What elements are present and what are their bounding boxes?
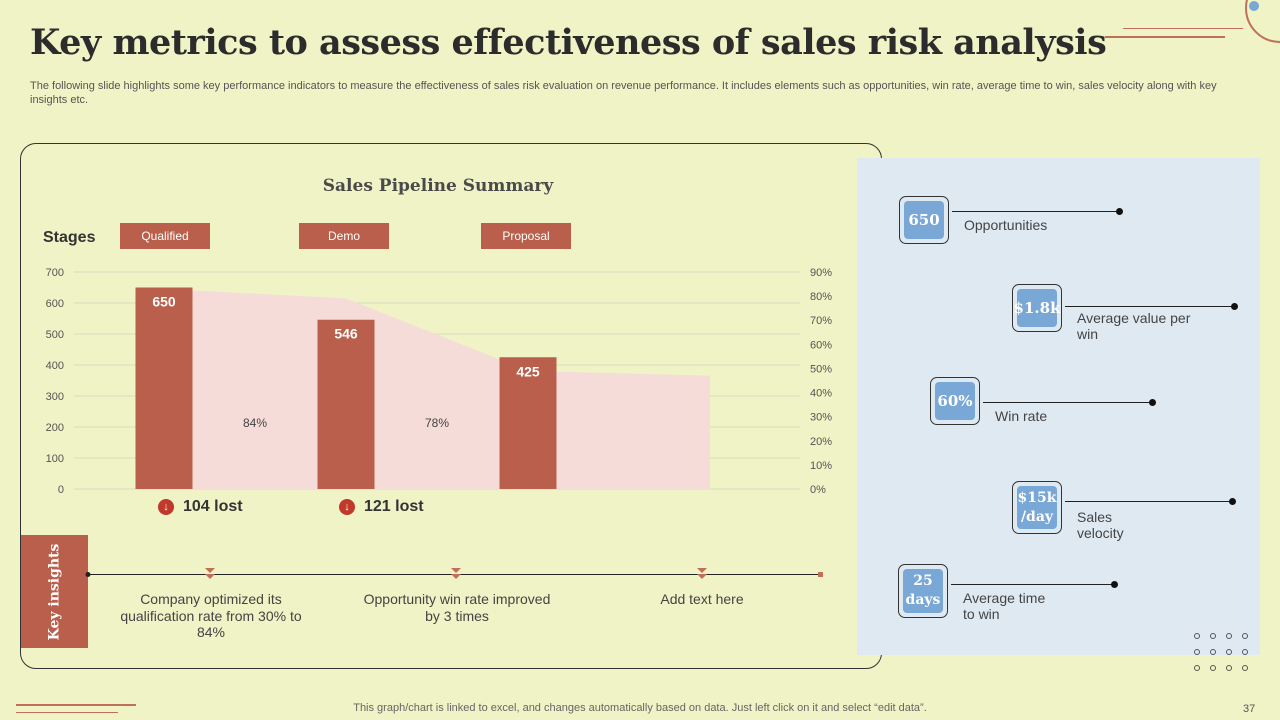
pipeline-chart: 0 100 200 300 400 500 600 700 0% 10% 20% 30% 40% 50% 6… [46, 267, 833, 496]
down-arrow-icon: ↓ [158, 499, 174, 515]
insight-1: Company optimized its qualification rate… [120, 591, 302, 640]
decor-line-top-1 [1105, 36, 1225, 38]
lost-demo-label: 121 lost [364, 498, 424, 515]
metric-connector [1065, 306, 1235, 307]
y2-tick-label: 50% [810, 363, 832, 375]
metric-connector [951, 584, 1115, 585]
decor-circle [1245, 0, 1280, 43]
metric-avg-value-box: $1.8k [1012, 284, 1062, 332]
y-tick-label: 0 [58, 484, 64, 496]
metric-win-rate-label: Win rate [995, 408, 1048, 424]
metric-opportunities-box: 650 [899, 196, 949, 244]
decor-dot [1242, 649, 1248, 655]
decor-dot [1226, 665, 1232, 671]
insights-timeline [85, 568, 823, 579]
decor-line-bottom-2 [16, 712, 118, 713]
bar-proposal [499, 357, 557, 489]
down-arrow-icon: ↓ [339, 499, 355, 515]
y-tick-label: 500 [46, 329, 64, 341]
y2-tick-label: 10% [810, 460, 832, 472]
y2-tick-label: 0% [810, 484, 826, 496]
metric-time-value: 25 days [903, 569, 943, 613]
metric-dot [1231, 303, 1238, 310]
y2-tick-label: 60% [810, 339, 832, 351]
decor-dot [1210, 649, 1216, 655]
metric-dot [1111, 581, 1118, 588]
stage-tag-proposal: Proposal [481, 223, 571, 249]
y-tick-label: 100 [46, 453, 64, 465]
page-subtitle: The following slide highlights some key … [30, 80, 1217, 106]
decor-dot [1226, 649, 1232, 655]
metric-avg-value-label: Average value per win [1077, 310, 1191, 342]
bar-value-label: 546 [334, 326, 358, 342]
bar-value-label: 425 [516, 363, 540, 379]
metric-velocity-value: $15k /day [1017, 486, 1057, 529]
decor-dot [1194, 665, 1200, 671]
stage-tag-qualified: Qualified [120, 223, 210, 249]
metric-win-rate-box: 60% [930, 377, 980, 425]
page-title: Key metrics to assess effectiveness of s… [30, 22, 1107, 63]
lost-qualified: ↓ 104 lost [158, 498, 243, 516]
metric-dot [1149, 399, 1156, 406]
key-insights-label-wrap: Key insights [21, 535, 88, 648]
y2-tick-label: 20% [810, 436, 832, 448]
y-tick-label: 400 [46, 360, 64, 372]
decor-line-top-2 [1123, 28, 1243, 29]
metric-opportunities-label: Opportunities [964, 217, 1048, 233]
insight-2: Opportunity win rate improved by 3 times [363, 591, 551, 624]
decor-dot [1242, 633, 1248, 639]
key-insights-label: Key insights [46, 543, 63, 640]
decor-dot [1210, 665, 1216, 671]
metric-dot [1229, 498, 1236, 505]
y-tick-label: 200 [46, 422, 64, 434]
decor-dot [1194, 649, 1200, 655]
y-tick-label: 700 [46, 267, 64, 279]
lost-qualified-label: 104 lost [183, 498, 243, 515]
metric-avg-value-value: $1.8k [1014, 289, 1060, 327]
page-number: 37 [1243, 703, 1256, 715]
lost-demo: ↓ 121 lost [339, 498, 424, 516]
conversion-label: 78% [425, 416, 449, 430]
metric-velocity-box: $15k /day [1012, 481, 1062, 534]
decor-dot [1210, 633, 1216, 639]
metric-connector [1065, 501, 1233, 502]
metric-win-rate-value: 60% [935, 382, 975, 420]
bar-qualified [135, 287, 193, 489]
decor-line-bottom-1 [16, 704, 136, 706]
y2-tick-label: 70% [810, 315, 832, 327]
insight-3: Add text here [660, 591, 744, 607]
bar-value-label: 650 [152, 294, 176, 310]
footer-note: This graph/chart is linked to excel, and… [353, 702, 927, 714]
chart-title: Sales Pipeline Summary [322, 176, 554, 196]
metric-velocity-label: Sales velocity [1077, 509, 1124, 541]
y2-tick-label: 40% [810, 388, 832, 400]
bar-demo [317, 319, 375, 489]
key-insights-box [21, 535, 88, 648]
decor-dot [1226, 633, 1232, 639]
metric-time-box: 25 days [898, 564, 948, 618]
y2-tick-label: 90% [810, 267, 832, 279]
stage-tag-demo: Demo [299, 223, 389, 249]
y2-tick-label: 30% [810, 412, 832, 424]
metric-opportunities-value: 650 [904, 201, 944, 239]
y-tick-label: 300 [46, 391, 64, 403]
conversion-area [164, 288, 710, 489]
metric-dot [1116, 208, 1123, 215]
metric-connector [983, 402, 1153, 403]
stages-label: Stages [43, 229, 96, 246]
decor-dot [1242, 665, 1248, 671]
conversion-label: 84% [243, 416, 267, 430]
y-tick-label: 600 [46, 298, 64, 310]
metric-connector [952, 211, 1120, 212]
y2-tick-label: 80% [810, 291, 832, 303]
decor-dot [1194, 633, 1200, 639]
metric-time-label: Average time to win [963, 590, 1046, 622]
